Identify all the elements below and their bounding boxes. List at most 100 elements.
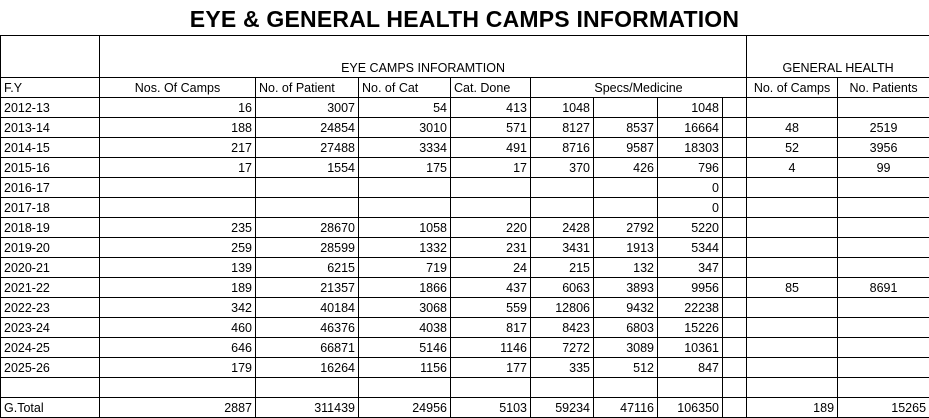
- cell-specs-1: 1048: [531, 98, 594, 118]
- cell-cat-done: 491: [451, 138, 531, 158]
- cell-gh-patients: [838, 238, 929, 258]
- cell-cat: 175: [359, 158, 451, 178]
- cell-specs-1: 2428: [531, 218, 594, 238]
- cell-patients: 24854: [256, 118, 359, 138]
- cell-gh-patients: [838, 258, 929, 278]
- cell-cat-done: 571: [451, 118, 531, 138]
- column-header-row: F.Y Nos. Of Camps No. of Patient No. of …: [1, 78, 929, 98]
- cell-gh-patients: [838, 98, 929, 118]
- cell-specs-2: 426: [594, 158, 658, 178]
- cell-specs-1: 8127: [531, 118, 594, 138]
- cell-fy: 2018-19: [1, 218, 100, 238]
- cell-camps: 16: [100, 98, 256, 118]
- cell-specs-2: 9432: [594, 298, 658, 318]
- cell-fy: 2013-14: [1, 118, 100, 138]
- cell-cat-done: 437: [451, 278, 531, 298]
- cell-cat: 1332: [359, 238, 451, 258]
- cell-gh-patients: [838, 318, 929, 338]
- cell-fy: 2019-20: [1, 238, 100, 258]
- cell-cat-done: 559: [451, 298, 531, 318]
- cell-specs-2: 2792: [594, 218, 658, 238]
- table-row: 2017-18 0: [1, 198, 929, 218]
- cell-specs-total: 106350: [658, 398, 723, 418]
- cell-cat-done: 817: [451, 318, 531, 338]
- cell-specs-1: 59234: [531, 398, 594, 418]
- col-cat: No. of Cat: [359, 78, 451, 98]
- cell-cat: 24956: [359, 398, 451, 418]
- cell-gh-patients: 2519: [838, 118, 929, 138]
- cell-gap: [723, 378, 747, 398]
- cell-cat: 1866: [359, 278, 451, 298]
- cell-camps: 188: [100, 118, 256, 138]
- cell-specs-2: 132: [594, 258, 658, 278]
- cell-specs-total: 847: [658, 358, 723, 378]
- cell-patients: 6215: [256, 258, 359, 278]
- cell-specs-2: [594, 378, 658, 398]
- cell-gh-camps: 85: [747, 278, 838, 298]
- cell-specs-1: 8423: [531, 318, 594, 338]
- cell-gh-camps: [747, 358, 838, 378]
- cell-gap: [723, 298, 747, 318]
- cell-specs-1: [531, 178, 594, 198]
- cell-gh-camps: [747, 338, 838, 358]
- cell-specs-1: [531, 198, 594, 218]
- cell-cat: 3010: [359, 118, 451, 138]
- cell-fy: 2025-26: [1, 358, 100, 378]
- cell-gh-patients: 3956: [838, 138, 929, 158]
- cell-gh-patients: [838, 378, 929, 398]
- cell-specs-2: 512: [594, 358, 658, 378]
- camps-table: EYE CAMPS INFORAMTION GENERAL HEALTH F.Y…: [0, 35, 929, 418]
- cell-specs-2: 3089: [594, 338, 658, 358]
- page-title: EYE & GENERAL HEALTH CAMPS INFORMATION: [0, 0, 929, 35]
- cell-fy: 2023-24: [1, 318, 100, 338]
- cell-specs-2: [594, 178, 658, 198]
- col-cat-done: Cat. Done: [451, 78, 531, 98]
- cell-cat: 1058: [359, 218, 451, 238]
- cell-camps: 17: [100, 158, 256, 178]
- cell-patients: [256, 378, 359, 398]
- cell-gap: [723, 318, 747, 338]
- cell-gh-camps: [747, 98, 838, 118]
- cell-cat-done: 413: [451, 98, 531, 118]
- cell-camps: 646: [100, 338, 256, 358]
- cell-cat-done: 177: [451, 358, 531, 378]
- blank-cell: [1, 36, 100, 78]
- cell-gap: [723, 198, 747, 218]
- group-header-row: EYE CAMPS INFORAMTION GENERAL HEALTH: [1, 36, 929, 78]
- cell-cat: 1156: [359, 358, 451, 378]
- cell-gh-camps: 48: [747, 118, 838, 138]
- cell-fy: 2020-21: [1, 258, 100, 278]
- cell-camps: 2887: [100, 398, 256, 418]
- cell-specs-total: 0: [658, 198, 723, 218]
- cell-camps: [100, 378, 256, 398]
- col-gh-patients: No. Patients: [838, 78, 929, 98]
- cell-fy: 2017-18: [1, 198, 100, 218]
- cell-patients: 40184: [256, 298, 359, 318]
- cell-specs-total: 347: [658, 258, 723, 278]
- cell-gh-patients: 15265: [838, 398, 929, 418]
- cell-specs-total: 9956: [658, 278, 723, 298]
- cell-fy: G.Total: [1, 398, 100, 418]
- cell-gh-patients: [838, 198, 929, 218]
- cell-fy: [1, 378, 100, 398]
- cell-gh-camps: [747, 198, 838, 218]
- cell-patients: 21357: [256, 278, 359, 298]
- cell-gap: [723, 218, 747, 238]
- cell-cat: [359, 198, 451, 218]
- cell-specs-total: 5344: [658, 238, 723, 258]
- cell-specs-2: 9587: [594, 138, 658, 158]
- cell-patients: 1554: [256, 158, 359, 178]
- cell-specs-1: 370: [531, 158, 594, 178]
- col-specs: Specs/Medicine: [531, 78, 747, 98]
- cell-gh-camps: 189: [747, 398, 838, 418]
- cell-specs-2: [594, 198, 658, 218]
- cell-gap: [723, 338, 747, 358]
- cell-specs-2: 6803: [594, 318, 658, 338]
